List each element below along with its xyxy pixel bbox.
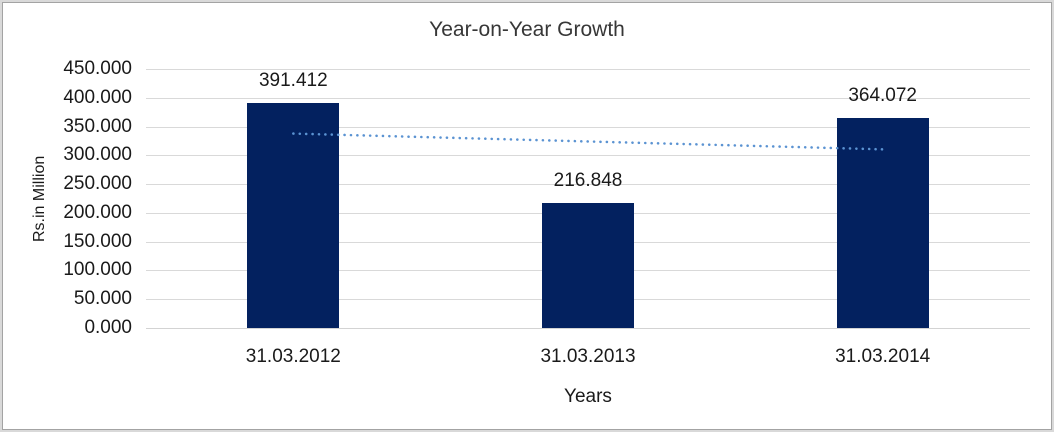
bar-value-label: 216.848 — [553, 170, 623, 192]
bar-31.03.2012 — [247, 102, 340, 328]
y-tick-label: 50.000 — [73, 288, 132, 309]
y-tick-label: 450.000 — [63, 58, 132, 79]
gridline-450 — [146, 69, 1030, 70]
bar-31.03.2014 — [836, 118, 929, 328]
x-tick-label: 31.03.2012 — [245, 346, 341, 367]
y-tick-label: 200.000 — [63, 202, 132, 223]
y-tick-label: 150.000 — [63, 231, 132, 252]
bar-31.03.2013 — [542, 203, 634, 328]
x-axis-title: Years — [564, 386, 612, 407]
gridline-350 — [146, 127, 1030, 128]
y-tick-label: 250.000 — [63, 173, 132, 194]
x-tick-label: 31.03.2014 — [835, 346, 931, 367]
bar-value-label: 391.412 — [258, 69, 328, 91]
chart-title: Year-on-Year Growth — [429, 18, 625, 41]
trendline-path — [292, 132, 884, 151]
gridline-250 — [146, 184, 1030, 185]
y-tick-label: 300.000 — [63, 144, 132, 165]
trendline — [292, 132, 884, 151]
y-tick-label: 0.000 — [84, 317, 132, 338]
y-tick-label: 400.000 — [63, 87, 132, 108]
y-tick-label: 100.000 — [63, 259, 132, 280]
bar-value-label: 364.072 — [848, 85, 917, 107]
gridline-0 — [146, 328, 1030, 329]
gridline-400 — [146, 98, 1030, 99]
gridline-300 — [146, 155, 1030, 156]
x-tick-label: 31.03.2013 — [540, 346, 636, 367]
y-tick-label: 350.000 — [63, 116, 132, 137]
